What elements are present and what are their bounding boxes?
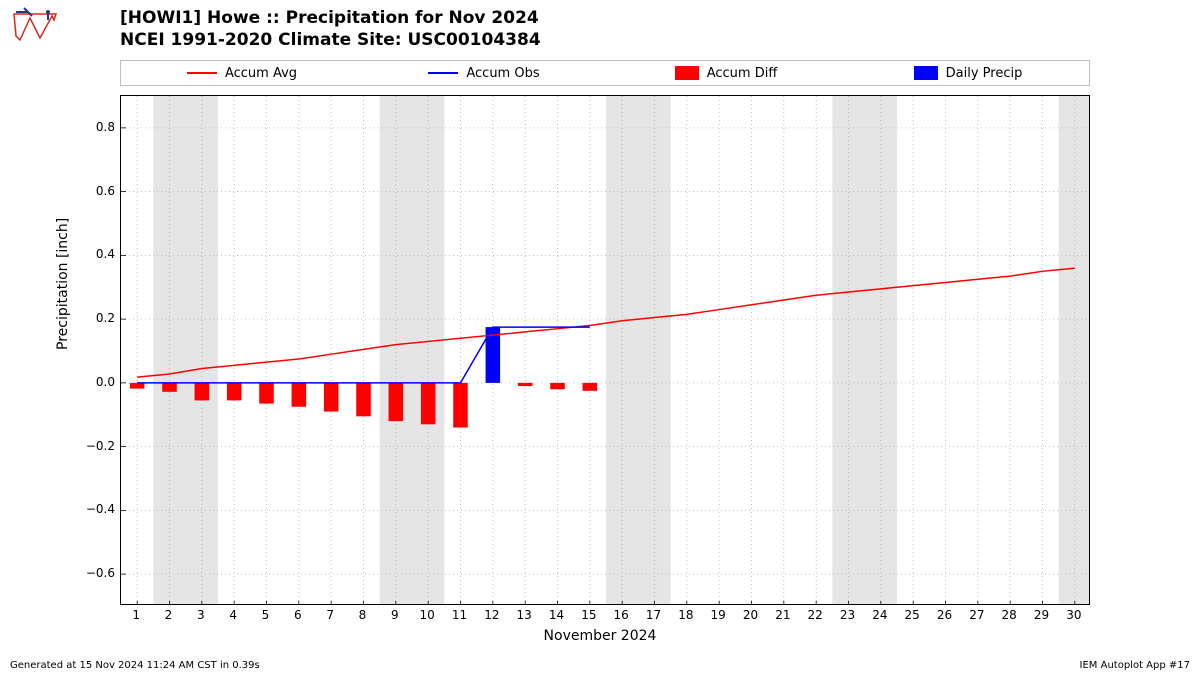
y-tick-label: 0.0	[75, 375, 115, 389]
legend-swatch	[428, 72, 458, 74]
x-tick-label: 4	[229, 608, 237, 622]
legend-label: Accum Avg	[225, 66, 297, 81]
legend-swatch	[914, 66, 938, 80]
y-axis-label: Precipitation [inch]	[55, 218, 71, 350]
y-tick-label: −0.2	[75, 439, 115, 453]
title-line-2: NCEI 1991-2020 Climate Site: USC00104384	[120, 30, 541, 50]
x-tick-label: 23	[840, 608, 855, 622]
x-tick-label: 10	[420, 608, 435, 622]
y-tick-label: −0.6	[75, 566, 115, 580]
x-tick-label: 27	[969, 608, 984, 622]
x-tick-label: 13	[517, 608, 532, 622]
x-axis-label: November 2024	[0, 628, 1200, 644]
x-tick-label: 2	[165, 608, 173, 622]
x-tick-label: 7	[326, 608, 334, 622]
legend-label: Daily Precip	[946, 66, 1023, 81]
title-line-1: [HOWI1] Howe :: Precipitation for Nov 20…	[120, 8, 541, 28]
iem-logo-icon	[10, 6, 60, 46]
footer-generated: Generated at 15 Nov 2024 11:24 AM CST in…	[10, 660, 260, 671]
legend-label: Accum Diff	[707, 66, 778, 81]
x-tick-label: 3	[197, 608, 205, 622]
x-tick-label: 6	[294, 608, 302, 622]
legend-swatch	[675, 66, 699, 80]
x-tick-label: 30	[1066, 608, 1081, 622]
plot-area	[120, 95, 1090, 605]
x-tick-label: 22	[808, 608, 823, 622]
y-tick-label: 0.4	[75, 247, 115, 261]
x-tick-label: 21	[775, 608, 790, 622]
x-tick-label: 5	[262, 608, 270, 622]
x-tick-label: 1	[132, 608, 140, 622]
x-tick-label: 25	[905, 608, 920, 622]
x-tick-label: 8	[359, 608, 367, 622]
x-tick-label: 26	[937, 608, 952, 622]
x-tick-label: 24	[872, 608, 887, 622]
x-tick-label: 16	[614, 608, 629, 622]
x-tick-label: 29	[1034, 608, 1049, 622]
x-tick-label: 12	[484, 608, 499, 622]
x-tick-label: 14	[549, 608, 564, 622]
x-tick-label: 18	[678, 608, 693, 622]
footer-app: IEM Autoplot App #17	[1080, 660, 1190, 671]
x-tick-label: 19	[711, 608, 726, 622]
x-tick-label: 15	[581, 608, 596, 622]
chart-legend: Accum Avg Accum Obs Accum Diff Daily Precip	[120, 60, 1090, 86]
legend-label: Accum Obs	[466, 66, 539, 81]
y-tick-label: 0.2	[75, 311, 115, 325]
x-tick-label: 17	[646, 608, 661, 622]
legend-item: Accum Obs	[363, 66, 605, 81]
legend-swatch	[187, 72, 217, 74]
legend-item: Accum Diff	[605, 66, 847, 81]
y-tick-label: −0.4	[75, 502, 115, 516]
x-tick-label: 28	[1002, 608, 1017, 622]
x-tick-label: 20	[743, 608, 758, 622]
y-tick-label: 0.6	[75, 184, 115, 198]
chart-title: [HOWI1] Howe :: Precipitation for Nov 20…	[120, 8, 541, 50]
legend-item: Accum Avg	[121, 66, 363, 81]
x-tick-label: 9	[391, 608, 399, 622]
y-tick-label: 0.8	[75, 120, 115, 134]
legend-item: Daily Precip	[847, 66, 1089, 81]
x-tick-label: 11	[452, 608, 467, 622]
